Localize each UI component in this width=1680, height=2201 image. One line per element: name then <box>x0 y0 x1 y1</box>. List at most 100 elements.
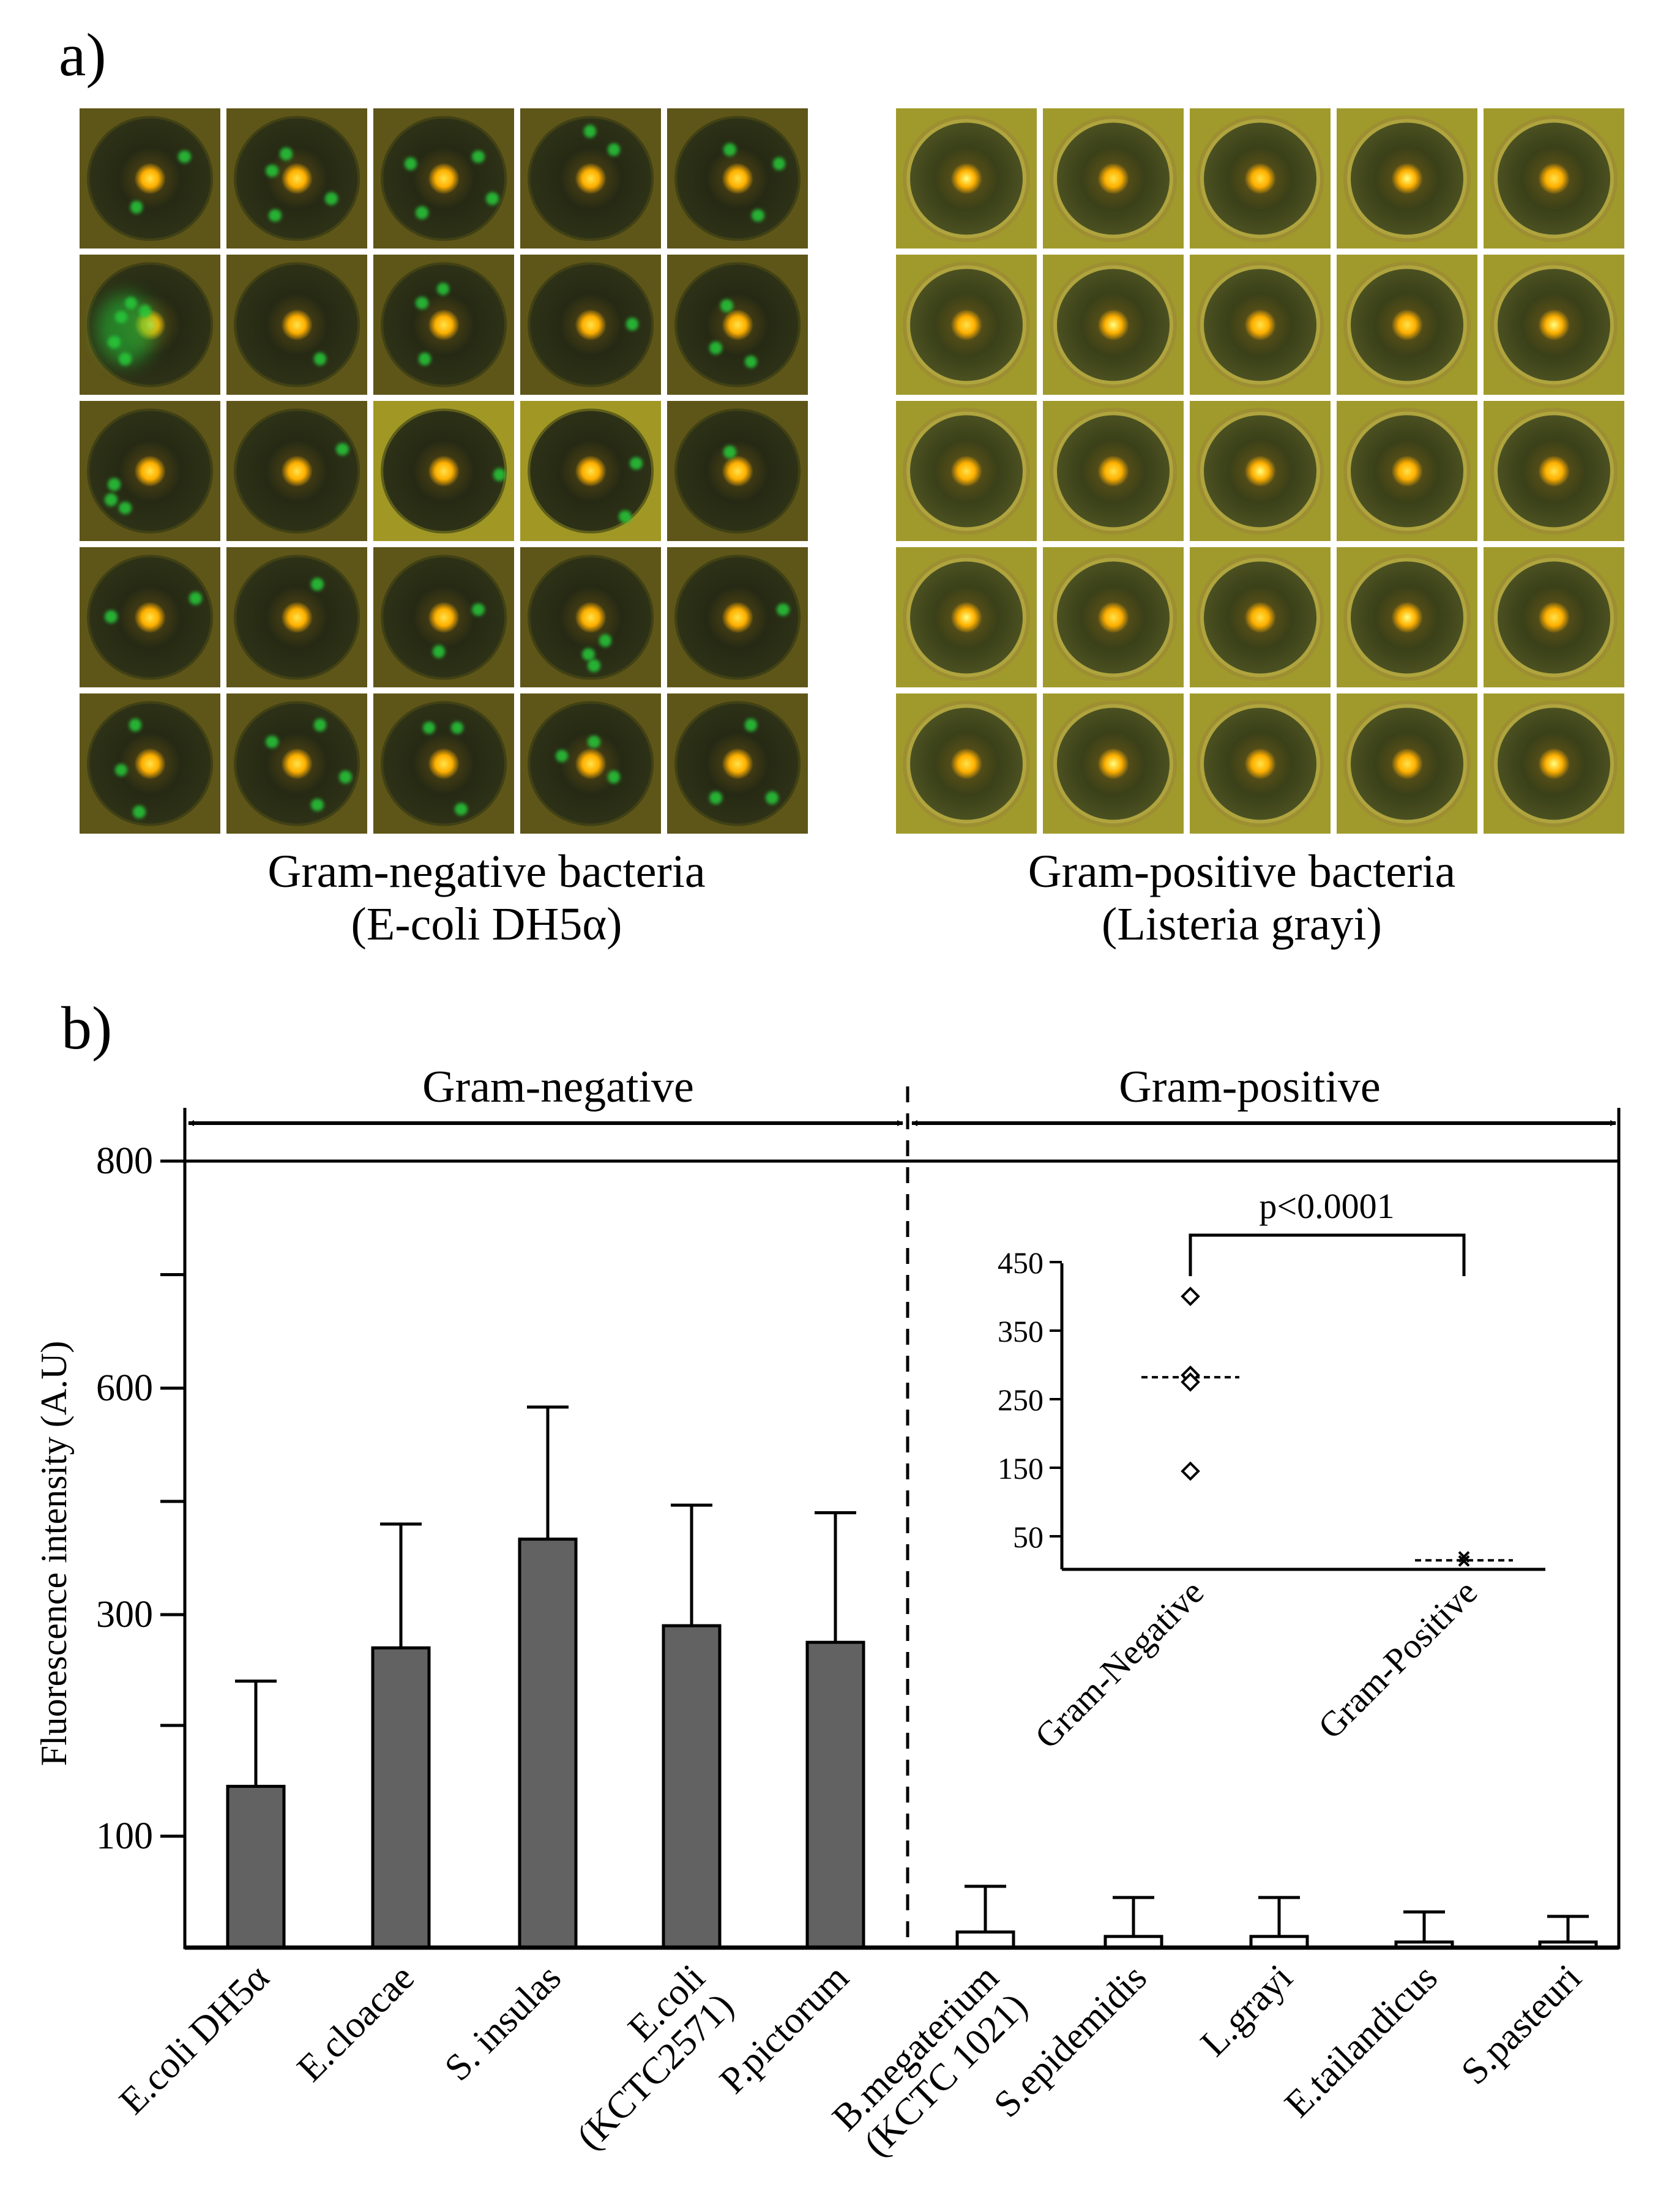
gram-negative-droplet-tile <box>226 108 367 248</box>
bacteria-fluorescence-spot <box>189 592 203 605</box>
fluorescent-core <box>428 602 460 633</box>
bacteria-fluorescence-spot <box>607 770 621 783</box>
bacteria-fluorescence-spot <box>311 798 324 812</box>
gram-negative-droplet-tile <box>520 401 661 541</box>
x-category-label: E.coli DH5α <box>111 1957 277 2123</box>
gram-positive-droplet-tile <box>896 401 1037 541</box>
fluorescent-core <box>722 309 753 340</box>
fluorescent-core <box>1097 602 1129 633</box>
inset-point-x <box>1458 1551 1470 1563</box>
bacteria-fluorescence-spot <box>723 143 736 156</box>
gram-negative-droplet-tile <box>667 547 808 687</box>
inset-y-tick-label: 250 <box>998 1383 1043 1417</box>
gram-negative-droplet-tile <box>226 401 367 541</box>
significance-bracket <box>1189 1233 1466 1276</box>
gram-negative-droplet-tile <box>80 255 220 395</box>
gram-negative-droplet-tile <box>373 693 514 834</box>
fluorescent-core <box>428 309 460 340</box>
gram-positive-droplet-tile <box>1190 401 1331 541</box>
inset-y-tick-label: 450 <box>998 1246 1043 1280</box>
bacteria-fluorescence-spot <box>422 721 436 734</box>
fluorescent-core <box>281 455 313 487</box>
bacteria-fluorescence-spot <box>105 493 118 506</box>
bacteria-fluorescence-spot <box>752 209 764 222</box>
gram-positive-droplet-tile <box>896 547 1037 687</box>
gram-negative-droplet-tile <box>667 693 808 834</box>
inset-data-points <box>1141 1287 1513 1567</box>
inset-x-category-label: Gram-Negative <box>1027 1572 1211 1756</box>
fluorescent-core <box>1538 455 1570 487</box>
significance-annotation: p<0.0001 <box>1259 1186 1394 1226</box>
fluorescence-bar-chart: Gram-negative Gram-positive 100 300 600 800… <box>34 1062 1621 2167</box>
bacteria-fluorescence-spot <box>269 209 282 222</box>
fluorescent-core <box>575 163 607 194</box>
fluorescent-core <box>428 748 460 779</box>
x-category-label: B.megaterium(KCTC 1021) <box>824 1957 1035 2167</box>
bacteria-fluorescence-spot <box>709 791 722 804</box>
y-tick-label: 100 <box>96 1815 153 1857</box>
x-category-label: E.tailandicus <box>1277 1957 1446 2126</box>
gram-positive-caption: Gram-positive bacteria (Listeria grayi) <box>835 846 1649 951</box>
gram-positive-droplet-tile <box>1337 547 1477 687</box>
bacteria-fluorescence-spot <box>130 201 143 214</box>
fluorescent-core <box>1244 163 1276 194</box>
gram-negative-droplet-tile <box>520 547 661 687</box>
gram-negative-droplet-tile <box>226 547 367 687</box>
fluorescent-core <box>1097 455 1129 487</box>
fluorescent-core <box>575 748 607 779</box>
gram-positive-droplet-tile <box>1190 108 1331 248</box>
fluorescent-core <box>428 455 460 487</box>
y-tick-label: 300 <box>96 1594 153 1635</box>
x-category-label-line: S.pasteuri <box>1454 1957 1589 2093</box>
gram-negative-group-label: Gram-negative <box>422 1062 694 1112</box>
inset-x-category-label: Gram-Positive <box>1310 1572 1485 1746</box>
bacteria-fluorescence-spot <box>625 318 639 331</box>
x-category-label-line: L.grayi <box>1193 1957 1301 2065</box>
fluorescent-core <box>722 163 753 194</box>
fluorescent-core <box>134 748 166 779</box>
gram-negative-droplet-tile <box>373 401 514 541</box>
gram-positive-droplet-tile <box>1043 108 1184 248</box>
gram-positive-droplet-tile <box>1043 547 1184 687</box>
bacteria-fluorescence-spot <box>619 510 632 523</box>
gram-negative-droplet-tile <box>667 401 808 541</box>
x-axis-category-labels: E.coli DH5α E.cloacae S. insulas E.coli(KCT… <box>111 1957 1589 2167</box>
bacteria-fluorescence-spot <box>472 150 485 163</box>
bar <box>518 1538 578 1949</box>
fluorescent-core <box>1097 309 1129 340</box>
bar <box>371 1646 431 1949</box>
fluorescent-core <box>950 602 982 633</box>
bacteria-fluorescence-cluster <box>96 294 156 364</box>
fluorescent-core <box>722 748 753 779</box>
fluorescent-core <box>1391 163 1423 194</box>
fluorescent-core <box>1244 748 1276 779</box>
fluorescent-core <box>1097 163 1129 194</box>
gram-positive-droplet-tile <box>1337 401 1477 541</box>
gram-positive-droplet-tile <box>1337 693 1477 834</box>
fluorescent-core <box>428 163 460 194</box>
gram-positive-droplet-tile <box>1043 255 1184 395</box>
fluorescent-core <box>281 309 313 340</box>
gram-positive-droplet-tile <box>896 693 1037 834</box>
bacteria-fluorescence-spot <box>777 603 790 616</box>
fluorescent-core <box>1538 163 1570 194</box>
bacteria-fluorescence-spot <box>599 633 612 647</box>
gram-negative-droplet-tile <box>373 255 514 395</box>
x-category-label: S. insulas <box>437 1957 569 2089</box>
gram-negative-droplet-tile <box>80 547 220 687</box>
x-category-label-line: E.coli DH5α <box>111 1957 277 2123</box>
bacteria-fluorescence-spot <box>114 763 128 777</box>
bar <box>805 1640 865 1949</box>
bacteria-fluorescence-spot <box>129 719 142 731</box>
bar <box>662 1624 722 1949</box>
x-category-label-line: E.tailandicus <box>1277 1957 1446 2126</box>
bacteria-fluorescence-spot <box>486 192 499 205</box>
gram-negative-droplet-tile <box>226 693 367 834</box>
x-category-label: L.grayi <box>1193 1957 1301 2065</box>
x-category-label: S.epidemidis <box>986 1957 1155 2126</box>
x-category-label-line: S.epidemidis <box>986 1957 1155 2126</box>
gram-positive-caption-strain: (Listeria grayi) <box>1102 898 1382 950</box>
fluorescent-core <box>281 748 313 779</box>
inset-x-axis-labels: Gram-Negative Gram-Positive <box>1027 1572 1485 1756</box>
bacteria-fluorescence-spot <box>105 610 118 623</box>
